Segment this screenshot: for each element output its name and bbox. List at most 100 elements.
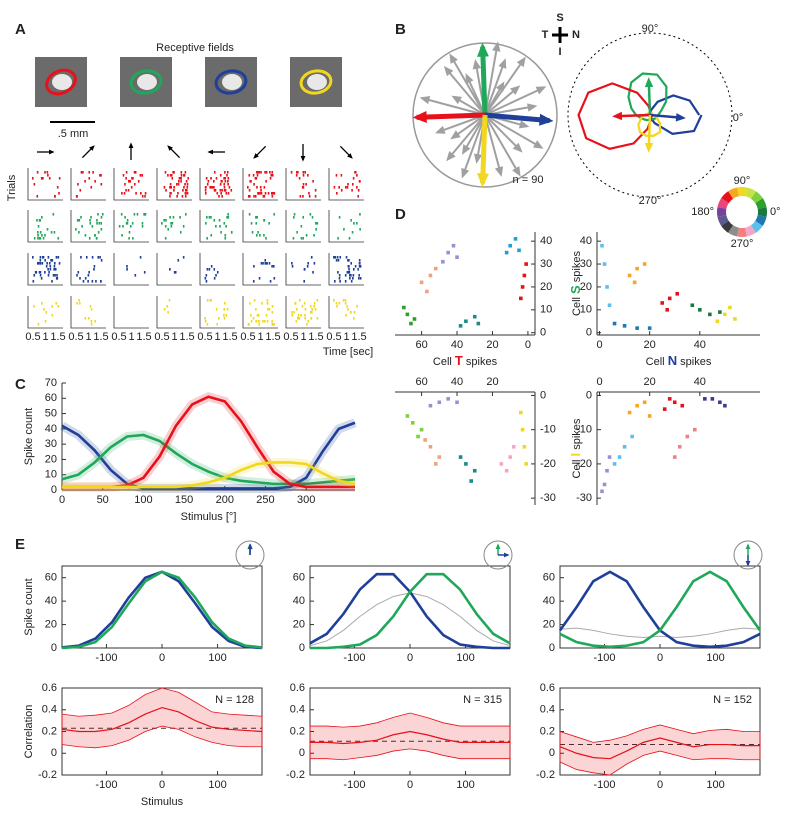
spike: [47, 274, 50, 277]
spike: [204, 186, 207, 189]
spike: [50, 259, 52, 262]
x-tick-label: 60: [415, 339, 427, 351]
raster-axes: [199, 168, 235, 201]
spike: [358, 265, 361, 268]
arrow-head: [504, 552, 510, 558]
spike: [44, 171, 46, 174]
y-tick-label: 0.2: [42, 725, 57, 737]
spike: [91, 256, 94, 259]
spike: [43, 308, 45, 311]
spike: [256, 314, 259, 317]
spike: [87, 274, 90, 277]
axis-label-part: Cell: [571, 294, 583, 316]
spike: [206, 268, 209, 271]
point: [455, 255, 459, 259]
spike: [177, 183, 180, 186]
arrow: [612, 111, 651, 121]
spike: [357, 268, 359, 271]
spike: [255, 177, 258, 180]
line: [559, 737, 760, 760]
spike: [100, 222, 103, 225]
spike: [359, 265, 362, 268]
spike: [51, 314, 54, 317]
y-tick-label: 40: [45, 423, 57, 435]
y-tick-label: 20: [543, 618, 555, 630]
spike: [182, 225, 185, 228]
spike: [295, 308, 298, 311]
spike: [180, 171, 183, 174]
arrow-head: [443, 65, 454, 77]
spike: [75, 195, 78, 198]
spike: [255, 320, 257, 323]
spike: [38, 271, 41, 274]
spike: [165, 189, 167, 192]
raster-cell: [76, 299, 97, 326]
arrow-head: [612, 111, 623, 121]
spike: [135, 192, 137, 195]
direction-icon: [235, 540, 265, 570]
x-tick-label: 0: [525, 339, 531, 351]
raster-cell: [337, 213, 361, 240]
spike: [226, 308, 229, 311]
x-tick-label: 0: [59, 494, 65, 506]
arrow-head: [644, 77, 654, 88]
raster-cell: [291, 256, 316, 283]
spike: [204, 317, 206, 320]
spike: [218, 195, 220, 198]
spike: [271, 311, 274, 314]
y-tick-label: 10: [45, 469, 57, 481]
spike: [293, 213, 296, 216]
spike: [88, 271, 90, 274]
spike: [259, 186, 262, 189]
arrow: [449, 53, 486, 116]
raster-axes: [242, 296, 278, 329]
x-tick-label: 20: [644, 339, 656, 351]
arrow-shaft: [480, 114, 488, 184]
spike: [130, 186, 133, 189]
spike: [126, 265, 128, 268]
point: [511, 444, 516, 449]
spike: [208, 268, 211, 271]
spike: [185, 213, 187, 216]
point: [667, 296, 672, 301]
spike: [76, 302, 78, 305]
point: [627, 273, 632, 278]
spike: [258, 320, 260, 323]
spike: [293, 311, 295, 314]
spike: [57, 305, 60, 308]
spike: [253, 195, 255, 198]
point: [600, 243, 604, 248]
spike: [183, 186, 185, 189]
point: [419, 427, 424, 432]
y-tick-label: 0: [586, 389, 592, 401]
spike: [91, 280, 94, 283]
raster-axes: [70, 296, 106, 329]
spike: [333, 186, 336, 189]
color-wheel-segment: [728, 225, 739, 237]
arrow-shaft: [416, 112, 486, 120]
spike: [206, 299, 209, 302]
y-tick-label: 0.6: [290, 682, 305, 694]
raster-axes: [70, 168, 106, 201]
spike: [311, 216, 314, 219]
arrow-head: [675, 113, 686, 122]
point: [517, 248, 521, 253]
spike: [268, 222, 270, 225]
point: [437, 455, 442, 459]
spike: [316, 317, 319, 320]
color-wheel-segment: [745, 187, 756, 199]
spike: [261, 302, 263, 305]
spike: [134, 171, 137, 174]
spike: [271, 171, 274, 174]
polar-reference: [567, 32, 733, 198]
y-tick-label: 0.6: [540, 682, 555, 694]
spike: [90, 186, 93, 189]
point: [419, 280, 424, 285]
spike: [356, 186, 358, 189]
arrow: [128, 142, 134, 160]
spike: [266, 320, 269, 323]
spike: [37, 237, 39, 240]
spike: [307, 262, 309, 265]
spike: [260, 192, 263, 195]
spike: [44, 259, 47, 262]
